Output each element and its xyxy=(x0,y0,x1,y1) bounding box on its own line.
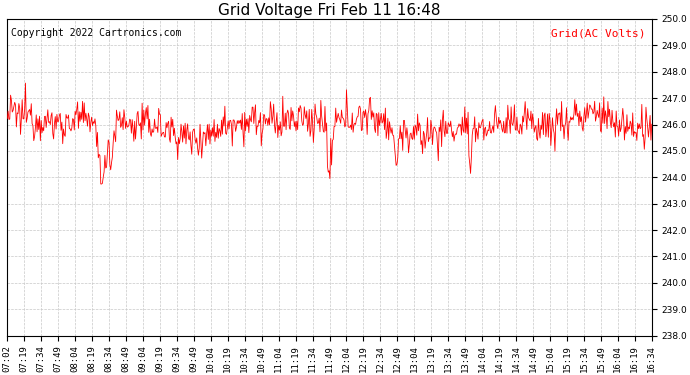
Title: Grid Voltage Fri Feb 11 16:48: Grid Voltage Fri Feb 11 16:48 xyxy=(218,3,441,18)
Text: Grid(AC Volts): Grid(AC Volts) xyxy=(551,28,645,39)
Text: Copyright 2022 Cartronics.com: Copyright 2022 Cartronics.com xyxy=(10,28,181,39)
